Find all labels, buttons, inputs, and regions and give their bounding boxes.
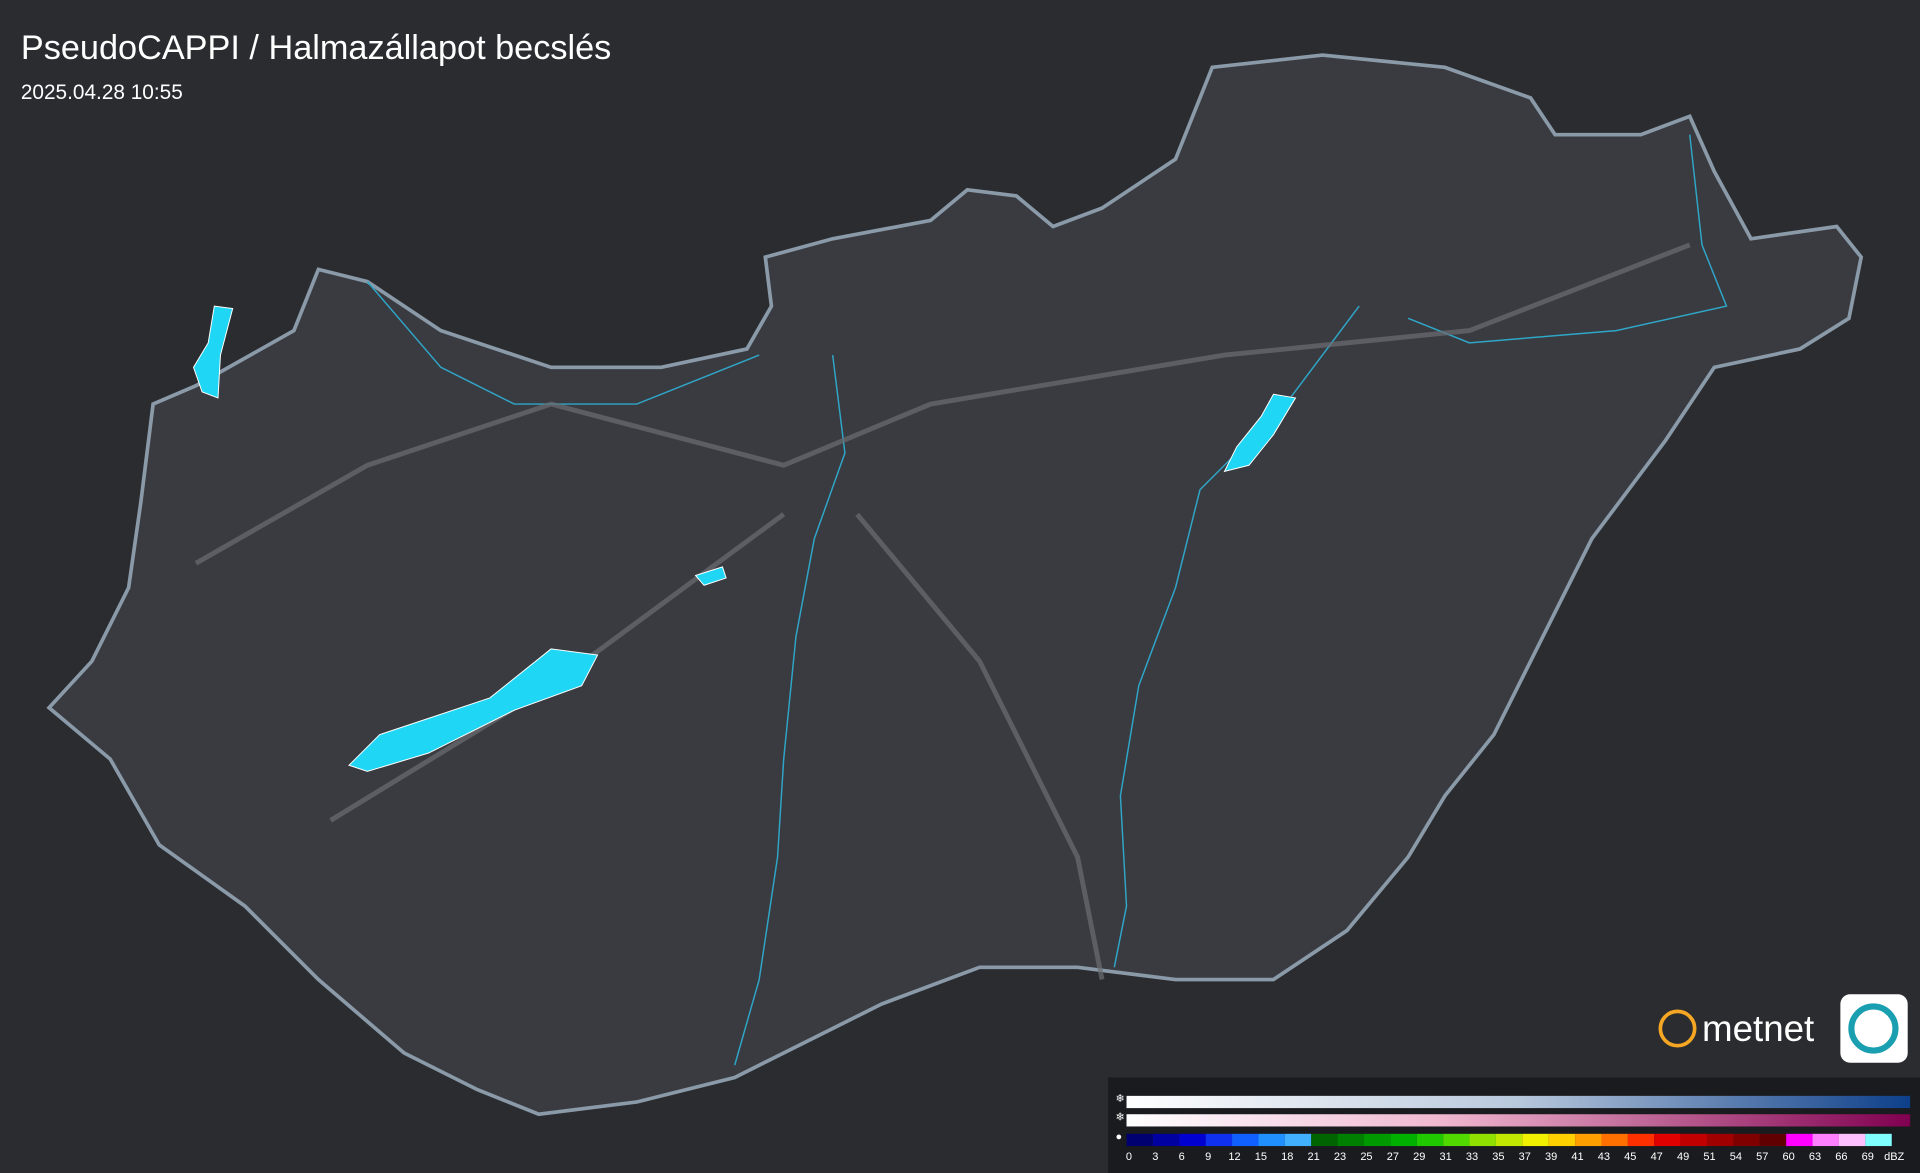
lakes xyxy=(192,305,1297,772)
timestamp: 2025.04.28 10:55 xyxy=(21,81,183,104)
rain-swatch xyxy=(1443,1133,1470,1147)
rain-swatch xyxy=(1548,1133,1576,1147)
legend-label: 25 xyxy=(1360,1151,1372,1163)
country-outline xyxy=(46,53,1864,1117)
rain-icon: ● xyxy=(1116,1131,1123,1143)
logo-text: metnet xyxy=(1702,1008,1814,1049)
rain-swatch xyxy=(1258,1133,1285,1147)
legend-label: 35 xyxy=(1492,1151,1504,1163)
rain-swatch xyxy=(1733,1133,1760,1147)
legend-label: 12 xyxy=(1228,1151,1240,1163)
rain-swatch xyxy=(1654,1133,1681,1147)
rain-swatch xyxy=(1865,1133,1892,1147)
legend-label: 23 xyxy=(1334,1151,1346,1163)
legend-label: 66 xyxy=(1835,1151,1847,1163)
rain-swatch xyxy=(1495,1133,1523,1147)
logo: metnet xyxy=(1658,994,1908,1063)
rain-swatch xyxy=(1575,1133,1602,1147)
mixed-icon: ❄ xyxy=(1116,1111,1125,1123)
rain-swatch xyxy=(1627,1133,1655,1147)
rain-swatch xyxy=(1126,1133,1153,1147)
rain-swatch xyxy=(1205,1133,1233,1147)
legend-label: 37 xyxy=(1519,1151,1531,1163)
legend-label: 21 xyxy=(1308,1151,1320,1163)
legend-label: 0 xyxy=(1126,1151,1132,1163)
rain-swatch xyxy=(1284,1133,1312,1147)
legend-label: 31 xyxy=(1439,1151,1451,1163)
legend-label: 39 xyxy=(1545,1151,1557,1163)
rain-swatch xyxy=(1232,1133,1259,1147)
snow-icon: ❄ xyxy=(1116,1093,1125,1105)
legend-label: 69 xyxy=(1862,1151,1874,1163)
legend-label: 29 xyxy=(1413,1151,1425,1163)
legend-label: 43 xyxy=(1598,1151,1610,1163)
legend-label: 41 xyxy=(1571,1151,1583,1163)
logo-swirl xyxy=(1848,1003,1899,1054)
rain-swatch xyxy=(1363,1133,1391,1147)
rain-swatch xyxy=(1838,1133,1866,1147)
mixed-scale xyxy=(1126,1114,1911,1127)
snow-scale xyxy=(1126,1095,1911,1109)
legend-unit: dBZ xyxy=(1884,1151,1904,1163)
rain-swatch xyxy=(1522,1133,1549,1147)
rain-swatch xyxy=(1786,1133,1813,1147)
legend-label: 63 xyxy=(1809,1151,1821,1163)
logo-sun xyxy=(1658,1009,1697,1048)
legend-label: 60 xyxy=(1783,1151,1795,1163)
legend-label: 18 xyxy=(1281,1151,1293,1163)
rain-swatch xyxy=(1680,1133,1708,1147)
rain-swatch xyxy=(1707,1133,1734,1147)
rain-swatch xyxy=(1469,1133,1496,1147)
rain-swatch xyxy=(1390,1133,1417,1147)
rain-swatch xyxy=(1812,1133,1839,1147)
legend-label: 49 xyxy=(1677,1151,1689,1163)
legend-label: 45 xyxy=(1624,1151,1636,1163)
legend-label: 47 xyxy=(1651,1151,1663,1163)
legend-label: 27 xyxy=(1387,1151,1399,1163)
rain-swatch xyxy=(1416,1133,1444,1147)
legend-label: 57 xyxy=(1756,1151,1768,1163)
rain-swatch xyxy=(1337,1133,1364,1147)
legend: ❄ ❄ ● 0 3 6 9 12 15 18 21 23 25 27 29 31 33 35 37 39 41 43… xyxy=(1108,1077,1920,1173)
title: PseudoCAPPI / Halmazállapot becslés xyxy=(21,29,611,67)
rain-swatch xyxy=(1179,1133,1206,1147)
rain-swatch xyxy=(1152,1133,1180,1147)
legend-label: 6 xyxy=(1179,1151,1185,1163)
legend-label: 33 xyxy=(1466,1151,1478,1163)
legend-label: 51 xyxy=(1703,1151,1715,1163)
rain-swatch xyxy=(1311,1133,1338,1147)
legend-label: 15 xyxy=(1255,1151,1267,1163)
legend-label: 54 xyxy=(1730,1151,1742,1163)
rain-swatch xyxy=(1759,1133,1787,1147)
rain-swatch xyxy=(1601,1133,1628,1147)
legend-label: 9 xyxy=(1205,1151,1211,1163)
legend-label: 3 xyxy=(1152,1151,1158,1163)
